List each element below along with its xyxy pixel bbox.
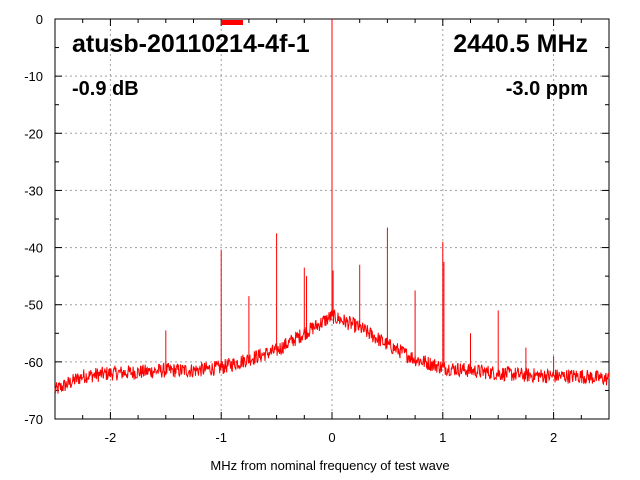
spur-lines bbox=[165, 19, 555, 377]
y-tick-label: -40 bbox=[24, 241, 43, 256]
y-tick-label: -70 bbox=[24, 412, 43, 427]
y-tick-label: 0 bbox=[36, 12, 43, 27]
legend-swatch bbox=[221, 20, 243, 25]
y-tick-label: -30 bbox=[24, 183, 43, 198]
y-axis-ticks: 0 -10 -20 -30 -40 -50 -60 -70 bbox=[24, 12, 609, 427]
frequency-label: 2440.5 MHz bbox=[453, 30, 588, 58]
y-tick-label: -10 bbox=[24, 69, 43, 84]
x-tick-label: 0 bbox=[328, 430, 335, 445]
x-tick-label: 1 bbox=[439, 430, 446, 445]
x-tick-label: 2 bbox=[550, 430, 557, 445]
x-axis-ticks: -2 -1 0 1 2 bbox=[82, 19, 582, 445]
x-tick-label: -2 bbox=[105, 430, 117, 445]
chart-title: atusb-20110214-4f-1 bbox=[72, 30, 310, 58]
gain-label: -0.9 dB bbox=[72, 78, 139, 100]
x-axis-label: MHz from nominal frequency of test wave bbox=[210, 458, 449, 473]
x-tick-label: -1 bbox=[215, 430, 227, 445]
y-tick-label: -60 bbox=[24, 355, 43, 370]
ppm-label: -3.0 ppm bbox=[506, 78, 588, 100]
y-tick-label: -20 bbox=[24, 126, 43, 141]
y-tick-label: -50 bbox=[24, 298, 43, 313]
